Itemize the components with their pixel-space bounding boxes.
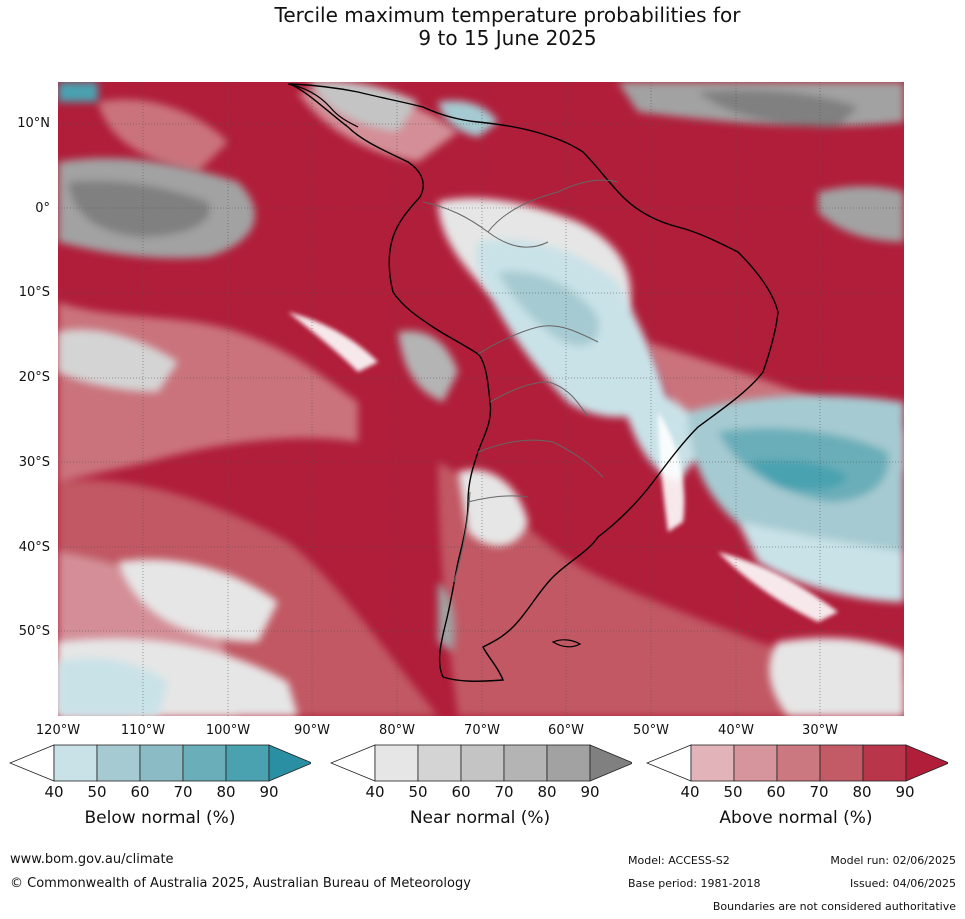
lat-label-0: 0° [35, 201, 50, 216]
colorbar-swatch [646, 744, 692, 782]
colorbar-swatch [330, 744, 376, 782]
website-link[interactable]: www.bom.gov.au/climate [10, 852, 174, 867]
colorbar-above-normal [646, 744, 948, 782]
tick: 80 [537, 783, 557, 801]
colorbar-swatch [733, 744, 778, 782]
colorbar-near-title: Near normal (%) [409, 808, 551, 828]
colorbar-swatch [225, 744, 270, 782]
chart-title: Tercile maximum temperature probabilitie… [0, 4, 965, 50]
tick: 50 [87, 783, 107, 801]
colorbar-swatch [374, 744, 419, 782]
boundaries-note: Boundaries are not considered authoritat… [712, 900, 956, 913]
tick: 90 [259, 783, 279, 801]
colorbar-swatch [546, 744, 591, 782]
colorbar-swatch [182, 744, 227, 782]
colorbar-swatch [417, 744, 462, 782]
colorbar-below-title: Below normal (%) [84, 808, 236, 828]
colorbar-swatch [503, 744, 548, 782]
lon-label-70w: 70°W [464, 723, 500, 738]
colorbar-swatch [96, 744, 141, 782]
tick: 90 [895, 783, 915, 801]
tick: 70 [494, 783, 514, 801]
lat-label-30s: 30°S [18, 455, 50, 470]
tick: 60 [766, 783, 786, 801]
tick: 60 [130, 783, 150, 801]
tick: 90 [580, 783, 600, 801]
tick: 70 [809, 783, 829, 801]
model-text: Model: ACCESS-S2 [628, 854, 730, 867]
lon-label-120w: 120°W [35, 723, 81, 738]
colorbar-near-normal [330, 744, 632, 782]
lon-label-60w: 60°W [548, 723, 584, 738]
colorbar-below-normal [9, 744, 311, 782]
lat-label-40s: 40°S [18, 540, 50, 555]
map-svg [58, 80, 904, 716]
lon-label-30w: 30°W [802, 723, 838, 738]
tick: 80 [852, 783, 872, 801]
model-run-text: Model run: 02/06/2025 [830, 854, 956, 867]
colorbar-swatch [819, 744, 864, 782]
lon-label-50w: 50°W [633, 723, 669, 738]
lat-label-10s: 10°S [18, 285, 50, 300]
colorbar-swatch [460, 744, 505, 782]
lat-label-10n: 10°N [17, 116, 50, 131]
falkland-islands [551, 639, 582, 648]
colorbar-swatch [776, 744, 821, 782]
tick: 40 [365, 783, 385, 801]
colorbar-swatch [268, 744, 311, 782]
tick: 60 [451, 783, 471, 801]
lon-label-40w: 40°W [718, 723, 754, 738]
tick: 40 [44, 783, 64, 801]
colorbar-swatch [862, 744, 907, 782]
lon-label-90w: 90°W [294, 723, 330, 738]
colorbar-swatch [9, 744, 55, 782]
lat-label-50s: 50°S [18, 624, 50, 639]
colorbar-above-title: Above normal (%) [719, 808, 873, 828]
probability-map [58, 80, 904, 716]
tick: 50 [408, 783, 428, 801]
title-line-1: Tercile maximum temperature probabilitie… [274, 3, 741, 27]
copyright-text: © Commonwealth of Australia 2025, Austra… [10, 876, 471, 891]
colorbar-swatch [905, 744, 948, 782]
issued-text: Issued: 04/06/2025 [849, 877, 956, 890]
lon-label-100w: 100°W [205, 723, 251, 738]
lon-label-80w: 80°W [379, 723, 415, 738]
lat-label-20s: 20°S [18, 370, 50, 385]
title-line-2: 9 to 15 June 2025 [418, 26, 597, 50]
tick: 70 [173, 783, 193, 801]
tick: 50 [723, 783, 743, 801]
tick: 40 [680, 783, 700, 801]
base-period-text: Base period: 1981-2018 [628, 877, 761, 890]
lon-label-110w: 110°W [120, 723, 166, 738]
colorbar-swatch [690, 744, 735, 782]
country-borders [422, 179, 619, 583]
colorbar-swatch [589, 744, 632, 782]
tick: 80 [216, 783, 236, 801]
coastline [289, 83, 779, 682]
colorbar-swatch [53, 744, 98, 782]
colorbar-swatch [139, 744, 184, 782]
